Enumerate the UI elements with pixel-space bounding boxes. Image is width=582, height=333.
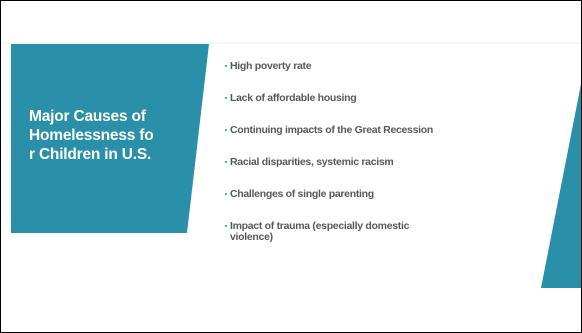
bullet-text: High poverty rate — [230, 60, 312, 72]
bullet-text: Impact of trauma (especially domestic vi… — [230, 220, 410, 243]
right-accent-shape — [541, 84, 581, 288]
list-item: Continuing impacts of the Great Recessio… — [225, 125, 525, 136]
bullet-dot-icon — [225, 97, 227, 99]
list-item: Racial disparities, systemic racism — [225, 157, 525, 168]
bullet-dot-icon — [225, 161, 227, 163]
bullet-text: Challenges of single parenting — [230, 188, 374, 200]
bullet-text: Lack of affordable housing — [230, 92, 357, 104]
list-item: Challenges of single parenting — [225, 189, 525, 200]
bullet-dot-icon — [225, 129, 227, 131]
bullet-dot-icon — [225, 225, 227, 227]
bullet-dot-icon — [225, 65, 227, 67]
bullet-list: High poverty rate Lack of affordable hou… — [225, 61, 525, 264]
list-item: High poverty rate — [225, 61, 525, 72]
bullet-text: Continuing impacts of the Great Recessio… — [230, 124, 433, 136]
list-item: Impact of trauma (especially domestic vi… — [225, 221, 440, 242]
top-band — [1, 1, 581, 43]
list-item: Lack of affordable housing — [225, 93, 525, 104]
title-panel — [11, 44, 209, 233]
bullet-text: Racial disparities, systemic racism — [230, 156, 394, 168]
slide-title: Major Causes of Homelessness for Childre… — [29, 108, 154, 163]
bullet-dot-icon — [225, 193, 227, 195]
